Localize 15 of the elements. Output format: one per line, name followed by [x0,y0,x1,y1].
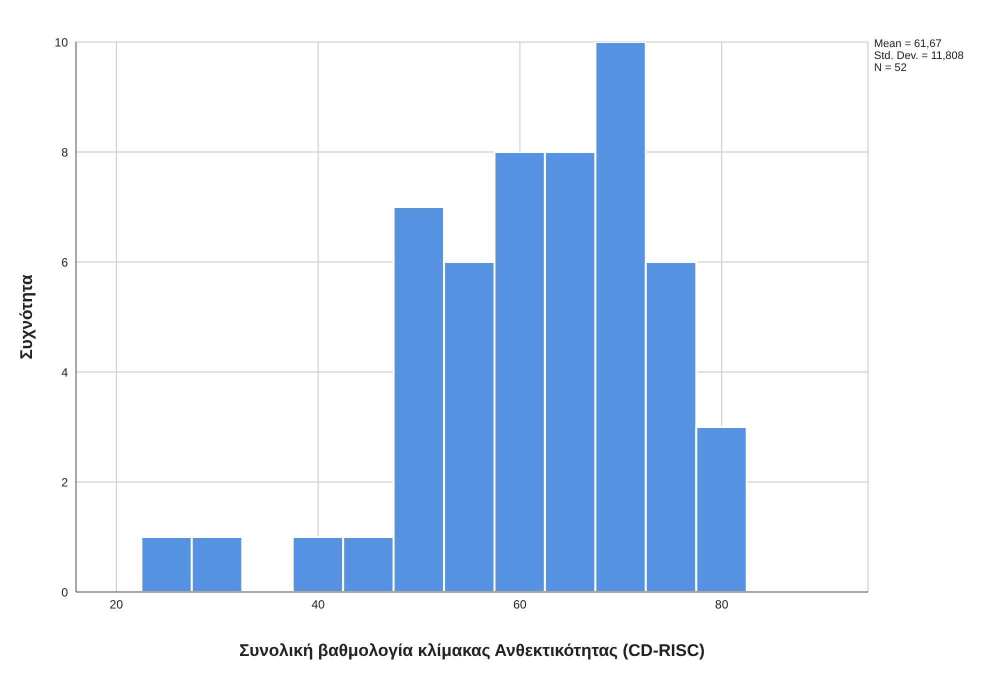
text: Std. Dev. = 11,808 [874,50,964,62]
x-tick-label: 20 [110,598,124,612]
text: Mean = 61,67 [874,38,943,50]
y-axis-title: Συχνότητα [17,274,36,360]
y-tick-label: 6 [61,255,68,270]
y-tick-label: 0 [61,585,68,600]
x-tick-label: 80 [715,598,729,612]
x-tick-label: 60 [513,598,527,612]
y-tick-label: 2 [61,475,68,490]
y-tick-label: 4 [61,365,68,380]
y-tick-label: 10 [54,35,68,50]
x-tick-label: 40 [311,598,326,612]
y-tick-label: 8 [61,145,68,160]
text: N = 52 [874,62,908,74]
x-axis-title: Συνολική βαθμολογία κλίμακας Ανθεκτικότητας (CD-RISC) [239,641,705,660]
